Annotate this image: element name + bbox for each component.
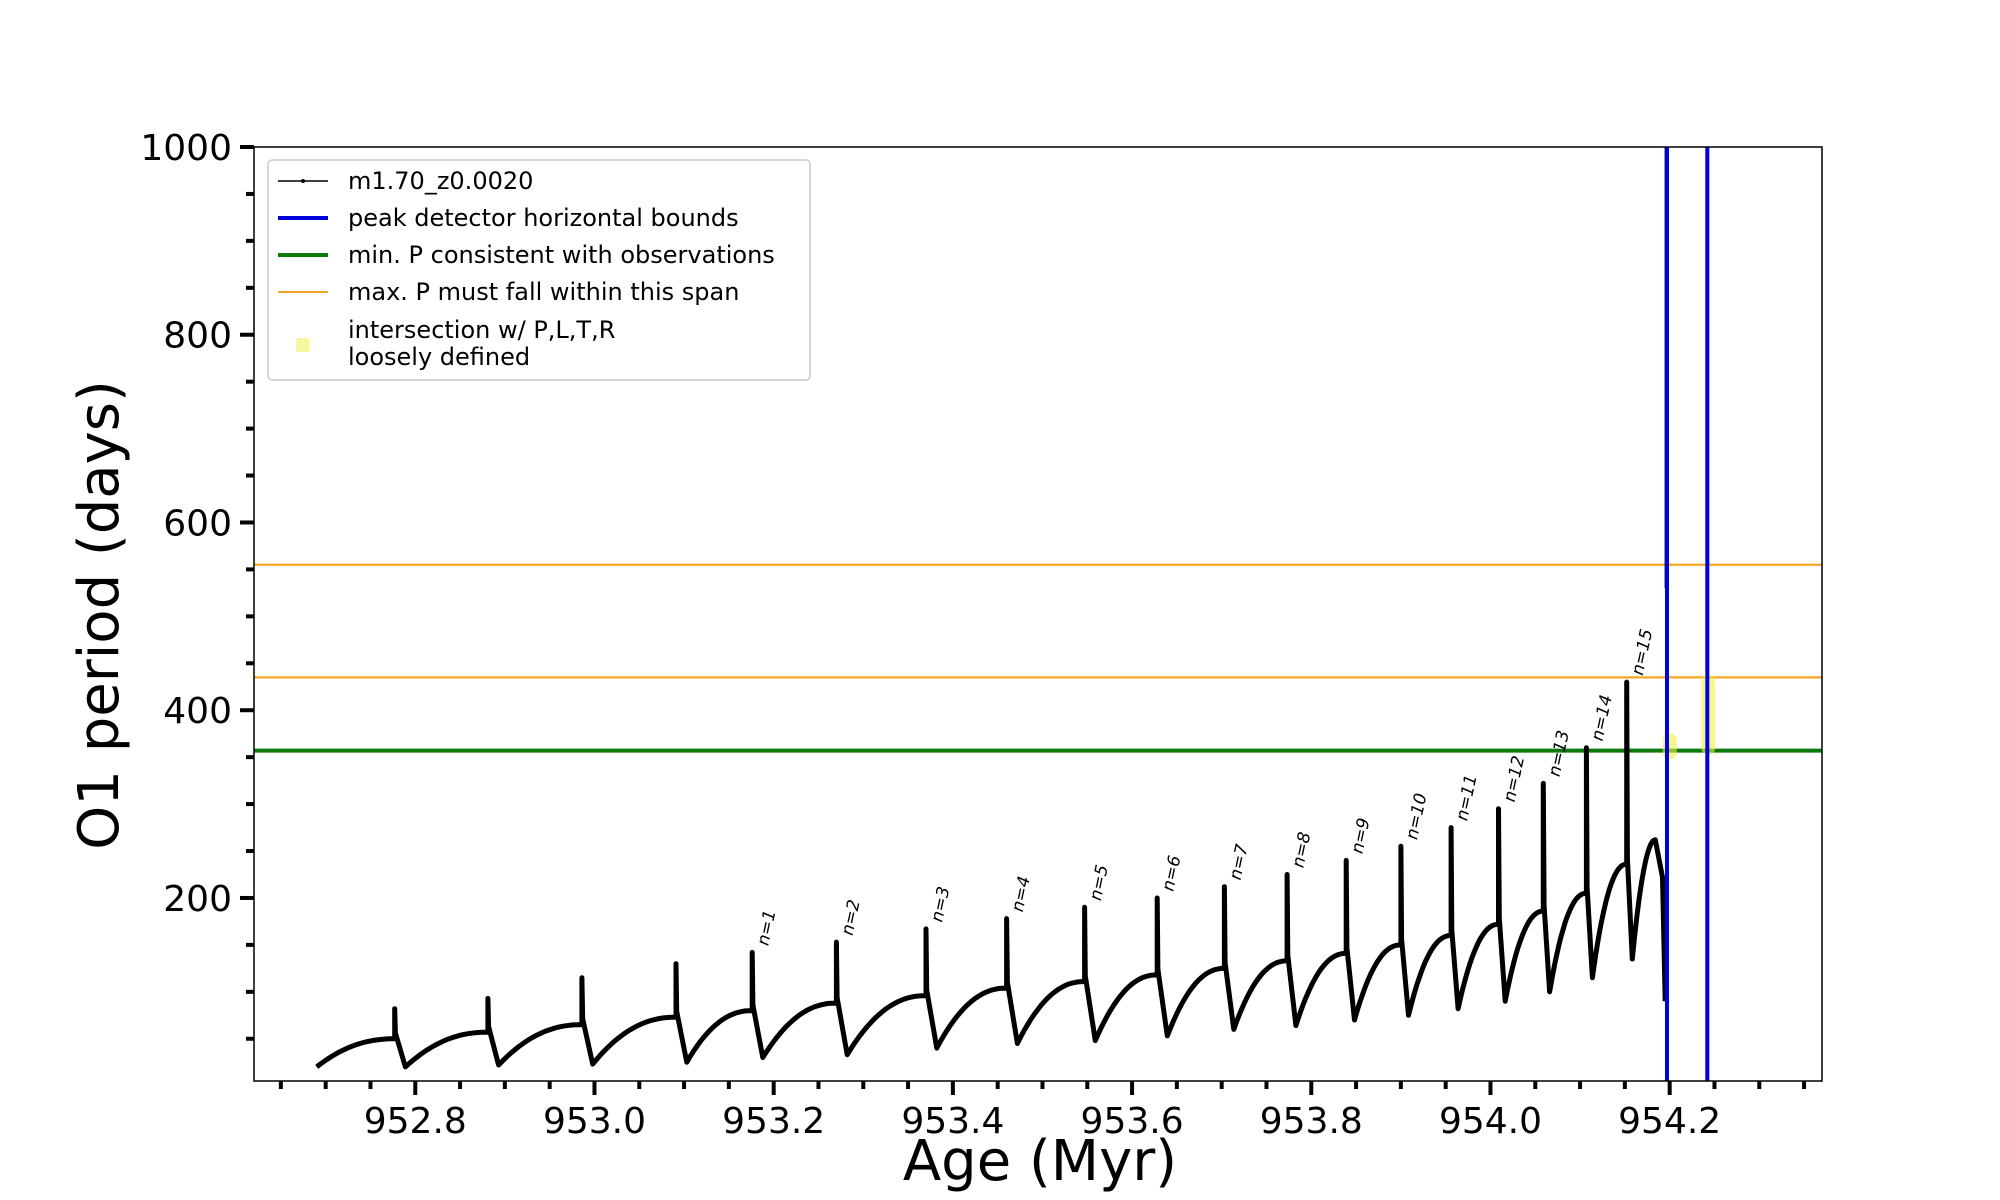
legend-box xyxy=(267,159,811,381)
y-tick-label: 800 xyxy=(163,316,232,357)
x-axis-label: Age (Myr) xyxy=(903,1129,1177,1194)
plot-contents xyxy=(254,147,1822,1081)
cycle-label-6: n=3 xyxy=(927,885,954,924)
legend-swatch-marker xyxy=(301,179,305,183)
cycle-label-18: n=15 xyxy=(1628,627,1657,677)
cycle-label-4: n=1 xyxy=(754,908,781,947)
cycle-label-7: n=4 xyxy=(1008,874,1035,913)
y-tick-label: 200 xyxy=(163,879,232,920)
x-tick-label: 954.2 xyxy=(1618,1101,1721,1142)
legend-label-3: max. P must fall within this span xyxy=(348,278,739,306)
legend-label-4-line2: loosely defined xyxy=(348,343,530,371)
y-tick-label: 400 xyxy=(163,691,232,732)
x-tick-label: 954.0 xyxy=(1439,1101,1542,1142)
legend-label-4: intersection w/ P,L,T,R xyxy=(348,316,615,344)
cycle-label-9: n=6 xyxy=(1158,854,1185,893)
y-tick-label: 600 xyxy=(163,503,232,544)
cycle-label-12: n=9 xyxy=(1348,816,1375,855)
cycle-label-14: n=11 xyxy=(1452,773,1481,823)
y-axis-label: O1 period (days) xyxy=(67,380,132,850)
series-line-m1.70_z0.0020 xyxy=(315,679,1668,1070)
cycle-label-10: n=7 xyxy=(1226,842,1253,881)
x-tick-label: 953.2 xyxy=(722,1101,825,1142)
cycle-label-11: n=8 xyxy=(1288,830,1315,869)
cycle-label-17: n=14 xyxy=(1588,693,1617,743)
legend-label-2: min. P consistent with observations xyxy=(348,241,775,269)
cycle-label-8: n=5 xyxy=(1086,863,1113,902)
plot-frame xyxy=(253,146,1823,1082)
cycle-label-13: n=10 xyxy=(1402,792,1431,842)
x-tick-label: 953.8 xyxy=(1260,1101,1363,1142)
legend-swatch-marker xyxy=(296,338,310,352)
x-tick-label: 953.0 xyxy=(543,1101,646,1142)
legend-label-1: peak detector horizontal bounds xyxy=(348,204,739,232)
cycle-label-5: n=2 xyxy=(838,898,865,937)
cycle-label-16: n=13 xyxy=(1545,729,1574,779)
x-tick-label: 953.4 xyxy=(901,1101,1004,1142)
x-tick-label: 952.8 xyxy=(364,1101,467,1142)
x-tick-label: 953.6 xyxy=(1081,1101,1184,1142)
axes: 200 400 600 800 1000 952.8 953.0 953.2 953.4 953.… xyxy=(140,128,1823,1142)
cycle-label-15: n=12 xyxy=(1500,754,1529,804)
plot-area: n=1 n=2 n=3 n=4 n=5 n=6 n=7 n=8 n=9 n=10 n=11 n=12 n… xyxy=(254,147,1822,1081)
legend-label-0: m1.70_z0.0020 xyxy=(348,167,533,195)
y-tick-label: 1000 xyxy=(140,128,232,169)
